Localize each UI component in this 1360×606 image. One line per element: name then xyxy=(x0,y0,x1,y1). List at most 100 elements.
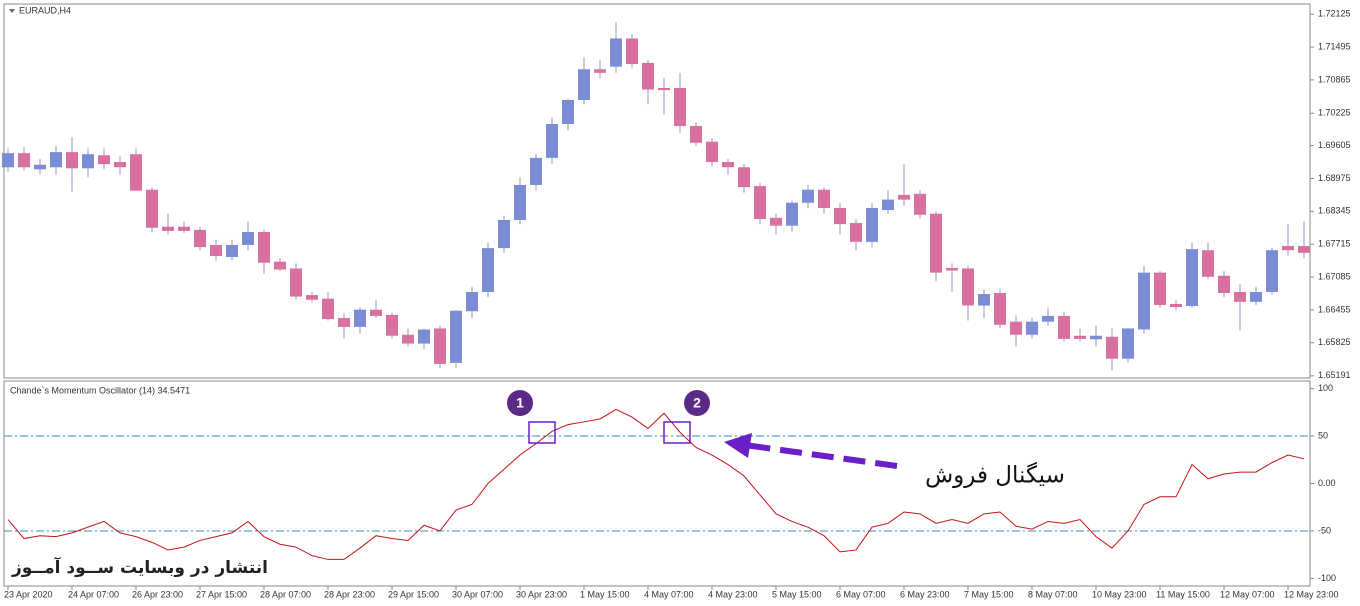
candle-body xyxy=(450,310,462,363)
candle-body xyxy=(226,244,238,257)
x-tick-label: 12 May 23:00 xyxy=(1284,589,1339,599)
candle-body xyxy=(1298,246,1310,253)
candle-body xyxy=(1266,250,1278,292)
candle-body xyxy=(802,189,814,203)
y-tick-label: 1.69605 xyxy=(1318,140,1351,150)
candle-body xyxy=(850,223,862,242)
candle-body xyxy=(754,186,766,219)
candle-body xyxy=(306,295,318,300)
candle-body xyxy=(866,207,878,242)
candle-body xyxy=(882,199,894,211)
x-tick-label: 26 Apr 23:00 xyxy=(132,589,183,599)
candle-body xyxy=(1282,246,1294,251)
y-tick-label: 1.67715 xyxy=(1318,239,1351,249)
dropdown-icon xyxy=(9,9,15,13)
marker-circle xyxy=(684,390,710,416)
candle-body xyxy=(18,153,30,168)
candle-body xyxy=(898,194,910,200)
candle-body xyxy=(50,152,62,168)
x-tick-label: 11 May 15:00 xyxy=(1156,589,1210,599)
candle-body xyxy=(562,99,574,124)
x-tick-label: 10 May 23:00 xyxy=(1092,589,1147,599)
x-tick-label: 4 May 23:00 xyxy=(708,589,758,599)
candle-body xyxy=(546,123,558,158)
x-tick-label: 5 May 15:00 xyxy=(772,589,822,599)
candle-body xyxy=(338,318,350,327)
candle-body xyxy=(146,189,158,228)
candle-body xyxy=(1186,249,1198,307)
candle-body xyxy=(370,309,382,316)
candle-body xyxy=(82,154,94,169)
candle-body xyxy=(994,292,1006,325)
x-tick-label: 24 Apr 07:00 xyxy=(68,589,119,599)
x-tick-label: 23 Apr 2020 xyxy=(4,589,53,599)
candle-body xyxy=(514,185,526,220)
x-tick-label: 7 May 15:00 xyxy=(964,589,1014,599)
candle-body xyxy=(290,268,302,297)
candle-body xyxy=(626,38,638,64)
candle-body xyxy=(978,294,990,306)
y-tick-label: 100 xyxy=(1318,383,1333,393)
y-tick-label: -100 xyxy=(1318,573,1336,583)
y-tick-label: 1.70225 xyxy=(1318,108,1351,118)
indicator-title: Chande`s Momentum Oscillator (14) 34.547… xyxy=(10,385,190,395)
y-tick-label: 1.68975 xyxy=(1318,173,1351,183)
candle-body xyxy=(98,155,110,165)
candle-body xyxy=(706,141,718,163)
y-tick-label: 1.66455 xyxy=(1318,304,1351,314)
candle-body xyxy=(466,291,478,312)
candle-body xyxy=(1058,315,1070,339)
x-tick-label: 28 Apr 23:00 xyxy=(324,589,375,599)
candle-body xyxy=(66,152,78,169)
x-tick-label: 30 Apr 07:00 xyxy=(452,589,503,599)
marker-circle xyxy=(507,390,533,416)
arrow-head xyxy=(724,433,752,458)
candle-body xyxy=(594,69,606,73)
x-tick-label: 12 May 07:00 xyxy=(1220,589,1275,599)
y-tick-label: 1.65191 xyxy=(1318,370,1351,380)
candle-body xyxy=(818,189,830,208)
signal-box xyxy=(663,421,691,444)
candle-body xyxy=(386,314,398,336)
candle-body xyxy=(34,164,46,170)
candle-body xyxy=(354,309,366,327)
candle-body xyxy=(786,202,798,226)
candle-body xyxy=(322,298,334,320)
candle-body xyxy=(674,87,686,127)
candle-body xyxy=(210,244,222,256)
candle-body xyxy=(722,162,734,168)
arrow-shaft xyxy=(744,442,898,469)
candle-body xyxy=(1074,335,1086,339)
candle-body xyxy=(738,167,750,188)
candle-body xyxy=(1106,336,1118,359)
candle-body xyxy=(402,334,414,344)
y-tick-label: 1.71495 xyxy=(1318,41,1351,51)
y-tick-label: 1.68345 xyxy=(1318,206,1351,216)
candle-body xyxy=(434,328,446,364)
candle-body xyxy=(658,87,670,91)
candle-body xyxy=(962,268,974,306)
candle-body xyxy=(642,62,654,90)
candle-body xyxy=(530,157,542,186)
x-tick-label: 4 May 07:00 xyxy=(644,589,694,599)
candle-body xyxy=(418,329,430,344)
candle-body xyxy=(914,193,926,215)
y-tick-label: 1.70865 xyxy=(1318,74,1351,84)
candle-body xyxy=(770,217,782,226)
candle-body xyxy=(1202,250,1214,277)
candle-body xyxy=(162,226,174,231)
y-tick-label: 1.72125 xyxy=(1318,9,1351,19)
oscillator-line xyxy=(7,408,1305,560)
x-tick-label: 28 Apr 07:00 xyxy=(260,589,311,599)
candle-body xyxy=(1122,328,1134,359)
y-tick-label: 1.67085 xyxy=(1318,271,1351,281)
candle-body xyxy=(114,162,126,168)
candle-body xyxy=(498,219,510,249)
x-tick-label: 1 May 15:00 xyxy=(580,589,630,599)
chart-title: EURAUD,H4 xyxy=(19,5,71,15)
oscillator-panel xyxy=(3,380,1311,587)
candle-body xyxy=(242,231,254,245)
watermark: انتشار در وبسایت ســود آمــوز xyxy=(11,556,268,578)
candle-body xyxy=(1218,275,1230,293)
y-tick-label: 50 xyxy=(1318,430,1328,440)
